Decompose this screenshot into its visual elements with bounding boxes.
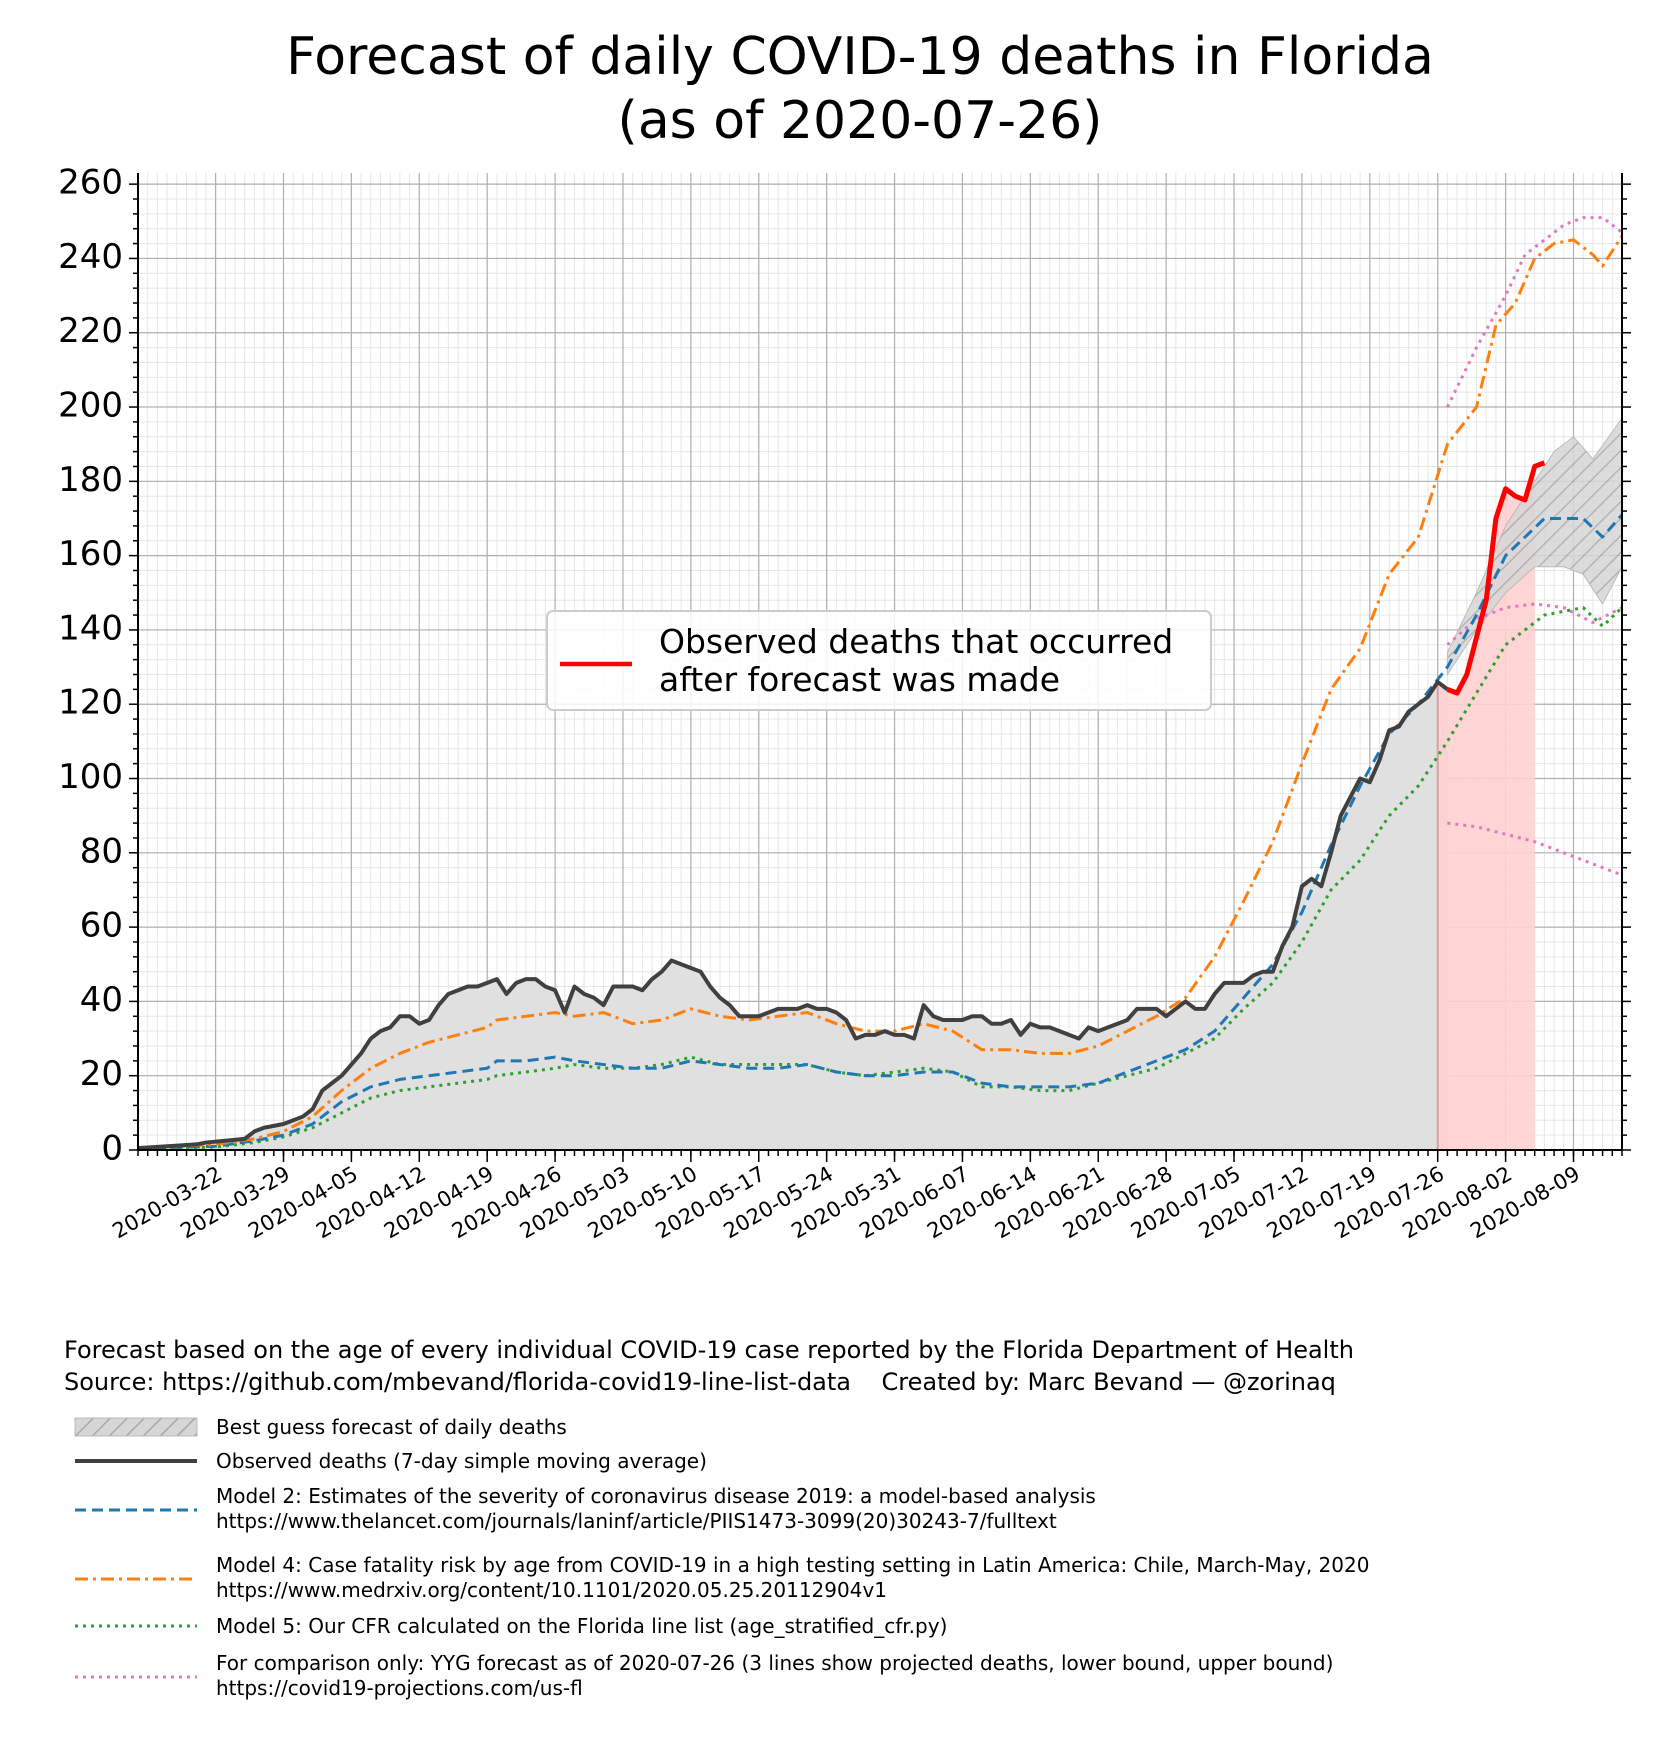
- legend-label-observed: Observed deaths (7-day simple moving ave…: [216, 1449, 707, 1473]
- y-tick-label: 0: [101, 1129, 123, 1169]
- legend-label-yyg: For comparison only: YYG forecast as of …: [216, 1651, 1333, 1675]
- legend-label-model4: https://www.medrxiv.org/content/10.1101/…: [216, 1578, 887, 1602]
- series-line-yyg-mid: [1446, 602, 1622, 646]
- x-axis-ticks: 2020-03-222020-03-292020-04-052020-04-12…: [108, 1150, 1623, 1243]
- inset-legend: Observed deaths that occurred after fore…: [546, 610, 1212, 711]
- inset-legend-label-line1: Observed deaths that occurred: [659, 622, 1173, 661]
- y-tick-label: 220: [58, 311, 123, 351]
- y-tick-label: 100: [58, 757, 123, 797]
- series-line-model5: [138, 606, 1622, 1150]
- bottom-legend: Best guess forecast of daily deaths Obser…: [74, 1415, 1369, 1700]
- y-tick-label: 180: [58, 460, 123, 500]
- chart-subtitle: (as of 2020-07-26): [618, 91, 1103, 151]
- forecast-period-shade: [1437, 462, 1535, 1150]
- inset-legend-label-line2: after forecast was made: [659, 660, 1060, 699]
- legend-label-yyg: https://covid19-projections.com/us-fl: [216, 1676, 583, 1700]
- legend-label-model2: https://www.thelancet.com/journals/lanin…: [216, 1509, 1057, 1533]
- inset-legend-box: [546, 610, 1212, 711]
- series-line-observed-after: [1446, 460, 1546, 696]
- legend-label-band: Best guess forecast of daily deaths: [216, 1415, 567, 1439]
- legend-swatch-band: [74, 1417, 198, 1437]
- series-line-model4: [138, 235, 1622, 1150]
- series-line-model2: [138, 513, 1622, 1150]
- y-tick-label: 140: [58, 608, 123, 648]
- y-tick-label: 260: [58, 163, 123, 203]
- y-tick-label: 40: [80, 980, 123, 1020]
- legend-label-model4: Model 4: Case fatality risk by age from …: [216, 1553, 1369, 1577]
- chart-title: Forecast of daily COVID-19 deaths in Flo…: [286, 27, 1434, 87]
- series-lines: [138, 216, 1622, 1150]
- y-tick-label: 120: [58, 683, 123, 723]
- y-tick-label: 240: [58, 237, 123, 277]
- legend-label-model2: Model 2: Estimates of the severity of co…: [216, 1484, 1096, 1508]
- footer-line-1: Forecast based on the age of every indiv…: [64, 1336, 1354, 1364]
- series-line-observed: [138, 679, 1449, 1150]
- y-tick-label: 60: [80, 906, 123, 946]
- y-axis-ticks: 0 20 40 60 80 100 120 140 160 180 200 220 240 260: [58, 163, 1631, 1169]
- y-tick-label: 20: [80, 1054, 123, 1094]
- y-tick-label: 160: [58, 534, 123, 574]
- y-tick-label: 80: [80, 831, 123, 871]
- series-line-yyg-low: [1447, 821, 1622, 877]
- y-tick-label: 200: [58, 386, 123, 426]
- legend-label-model5: Model 5: Our CFR calculated on the Flori…: [216, 1614, 947, 1638]
- footer-line-2: Source: https://github.com/mbevand/flori…: [64, 1368, 1336, 1396]
